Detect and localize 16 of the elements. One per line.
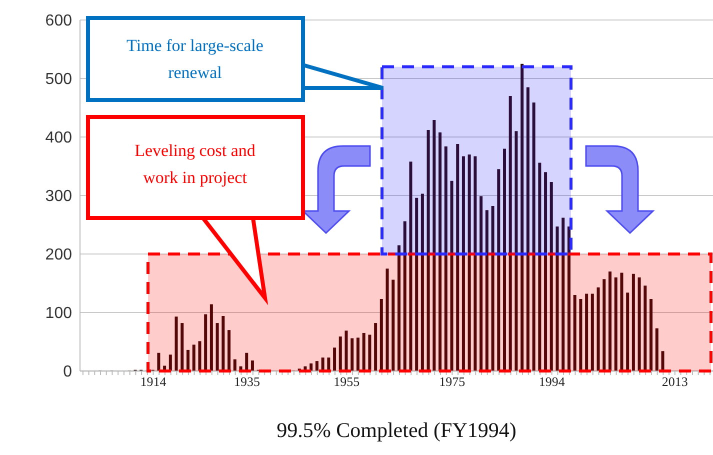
x-tick-label: 2013 [662, 374, 688, 390]
x-tick-label: 1935 [234, 374, 260, 390]
x-tick-label: 1994 [538, 374, 566, 390]
x-tick-label: 1914 [140, 374, 167, 390]
y-tick-label: 0 [63, 364, 72, 381]
annotation: Time for large-scale renewal [126, 36, 264, 82]
y-tick-label: 500 [45, 71, 72, 88]
y-tick-label: 300 [45, 188, 72, 206]
y-tick-label: 200 [45, 246, 72, 264]
x-tick-label: 1975 [439, 374, 466, 390]
x-axis-title: 99.5% Completed (FY1994) [276, 418, 518, 443]
annotation: Leveling cost and work in project [134, 141, 256, 187]
y-tick-label: 100 [45, 305, 72, 322]
y-tick-label: 600 [45, 12, 72, 30]
x-tick-label: 1955 [334, 374, 360, 390]
y-tick-label: 400 [45, 130, 72, 147]
